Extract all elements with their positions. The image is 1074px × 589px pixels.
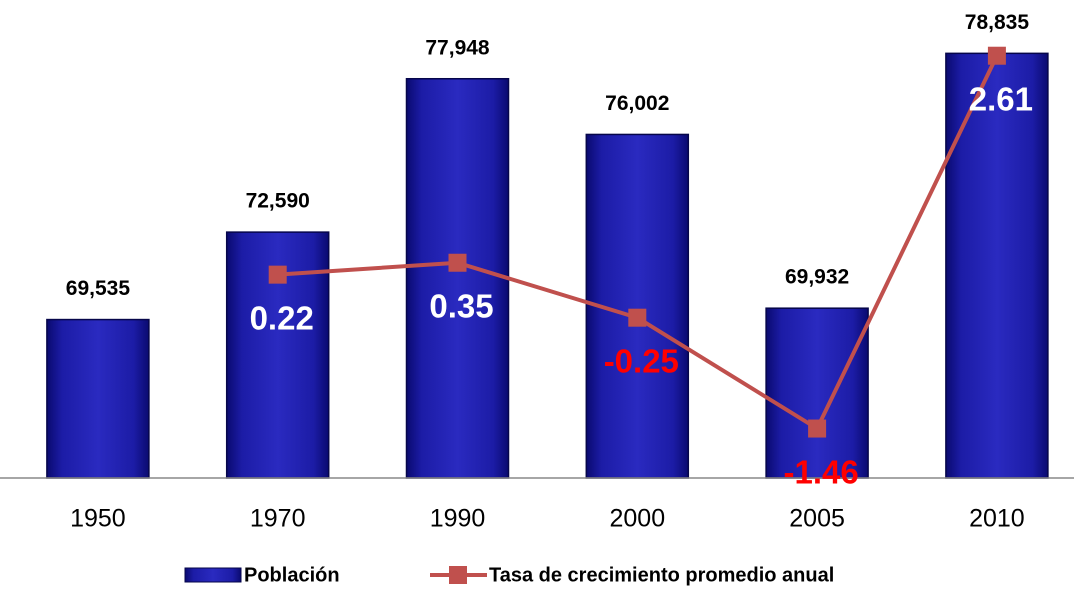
bar-value-label: 72,590 <box>246 190 310 213</box>
legend-label: Población <box>244 564 340 586</box>
bar <box>405 77 510 479</box>
line-marker <box>268 265 287 284</box>
legend-swatch <box>449 566 467 584</box>
line-value-label: -0.25 <box>604 342 679 379</box>
line-value-label: 0.22 <box>250 299 314 336</box>
x-tick-label: 1970 <box>250 505 306 533</box>
line-marker <box>448 253 467 272</box>
x-tick-label: 1990 <box>430 505 486 533</box>
line-value-label: 2.61 <box>969 80 1033 117</box>
bar <box>765 307 869 479</box>
x-tick-label: 2010 <box>969 505 1025 533</box>
line-marker <box>987 46 1006 65</box>
line-marker <box>628 308 647 327</box>
x-tick-label: 2000 <box>609 505 665 533</box>
bar <box>46 318 150 479</box>
line-value-label: -1.46 <box>783 453 858 490</box>
bar-value-label: 69,932 <box>785 266 849 289</box>
line-marker <box>808 419 827 438</box>
x-tick-label: 2005 <box>789 505 845 533</box>
bar-value-label: 78,835 <box>965 11 1030 34</box>
bar-value-label: 76,002 <box>605 92 669 115</box>
legend-swatch <box>184 567 242 583</box>
bar-value-label: 77,948 <box>425 36 490 59</box>
line-value-label: 0.35 <box>429 287 493 324</box>
bar-value-label: 69,535 <box>66 277 131 300</box>
x-tick-label: 1950 <box>70 505 126 533</box>
legend-label: Tasa de crecimiento promedio anual <box>489 564 834 586</box>
